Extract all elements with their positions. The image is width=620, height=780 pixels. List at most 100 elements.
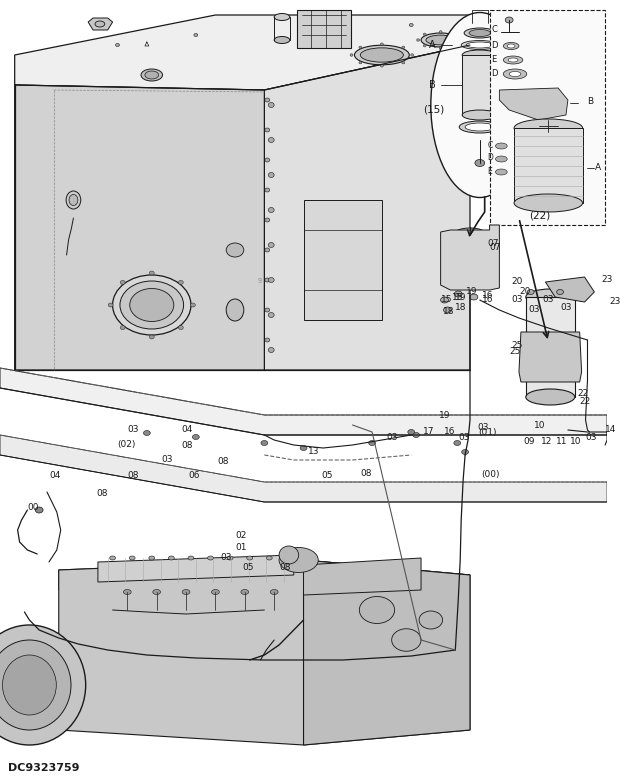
- Ellipse shape: [279, 546, 299, 564]
- Polygon shape: [15, 85, 264, 370]
- Ellipse shape: [265, 98, 270, 102]
- Ellipse shape: [265, 248, 270, 252]
- Text: C: C: [492, 26, 497, 34]
- Ellipse shape: [454, 291, 462, 297]
- Polygon shape: [519, 332, 582, 382]
- Text: 03: 03: [220, 554, 232, 562]
- Ellipse shape: [268, 313, 274, 317]
- Ellipse shape: [265, 338, 270, 342]
- Ellipse shape: [274, 37, 290, 44]
- Polygon shape: [59, 560, 470, 590]
- Ellipse shape: [270, 590, 278, 594]
- Ellipse shape: [149, 335, 154, 339]
- Ellipse shape: [408, 430, 415, 434]
- Ellipse shape: [475, 159, 485, 166]
- Ellipse shape: [192, 434, 199, 439]
- Ellipse shape: [355, 45, 409, 65]
- Ellipse shape: [35, 507, 43, 513]
- Text: 01: 01: [235, 544, 247, 552]
- Ellipse shape: [268, 137, 274, 143]
- Ellipse shape: [557, 289, 564, 295]
- Text: 22: 22: [578, 389, 589, 399]
- Polygon shape: [98, 555, 294, 582]
- Ellipse shape: [459, 121, 500, 133]
- Text: 08: 08: [360, 469, 372, 477]
- Ellipse shape: [409, 23, 413, 27]
- Text: (15): (15): [423, 105, 445, 115]
- Ellipse shape: [241, 590, 249, 594]
- Ellipse shape: [455, 44, 458, 47]
- Polygon shape: [59, 560, 470, 745]
- Ellipse shape: [439, 30, 442, 34]
- Text: 11: 11: [556, 438, 568, 446]
- Text: 23: 23: [601, 275, 613, 285]
- Ellipse shape: [331, 23, 335, 27]
- Ellipse shape: [455, 33, 458, 36]
- Text: 03: 03: [478, 424, 489, 432]
- Text: 08: 08: [218, 458, 229, 466]
- Ellipse shape: [431, 12, 529, 197]
- Ellipse shape: [509, 72, 521, 76]
- Ellipse shape: [360, 48, 404, 62]
- Polygon shape: [304, 560, 470, 745]
- Text: 19: 19: [466, 288, 477, 296]
- Ellipse shape: [0, 640, 71, 730]
- Ellipse shape: [153, 590, 161, 594]
- Text: 17: 17: [423, 427, 435, 437]
- Ellipse shape: [413, 432, 420, 438]
- Ellipse shape: [169, 556, 174, 560]
- Text: 20: 20: [519, 288, 530, 296]
- Polygon shape: [0, 368, 607, 435]
- Ellipse shape: [462, 39, 464, 41]
- Polygon shape: [0, 435, 607, 502]
- Text: 05: 05: [321, 470, 333, 480]
- Ellipse shape: [455, 278, 485, 288]
- Ellipse shape: [129, 556, 135, 560]
- Ellipse shape: [461, 41, 498, 49]
- Text: 25: 25: [511, 341, 523, 349]
- Ellipse shape: [503, 56, 523, 64]
- Ellipse shape: [421, 33, 460, 47]
- Text: 12: 12: [541, 438, 552, 446]
- Ellipse shape: [495, 143, 507, 149]
- Text: D: D: [487, 154, 494, 162]
- Ellipse shape: [268, 278, 274, 282]
- Text: 20: 20: [511, 278, 523, 286]
- Ellipse shape: [411, 54, 414, 56]
- Polygon shape: [15, 15, 470, 90]
- Ellipse shape: [120, 280, 125, 285]
- Polygon shape: [297, 10, 350, 48]
- Ellipse shape: [508, 58, 518, 62]
- Ellipse shape: [503, 42, 519, 49]
- Ellipse shape: [265, 308, 270, 312]
- Text: 13: 13: [308, 448, 320, 456]
- Ellipse shape: [179, 280, 184, 285]
- Ellipse shape: [360, 597, 394, 623]
- Ellipse shape: [462, 50, 497, 60]
- Text: 08: 08: [127, 470, 139, 480]
- Polygon shape: [441, 225, 499, 290]
- Ellipse shape: [267, 556, 272, 560]
- Ellipse shape: [503, 69, 527, 79]
- Polygon shape: [546, 277, 595, 302]
- Ellipse shape: [268, 172, 274, 178]
- Polygon shape: [264, 45, 470, 370]
- Ellipse shape: [110, 556, 115, 560]
- Text: 03: 03: [529, 306, 540, 314]
- Ellipse shape: [402, 62, 405, 64]
- Ellipse shape: [300, 445, 307, 451]
- Text: 14: 14: [605, 426, 616, 434]
- Ellipse shape: [495, 156, 507, 162]
- Ellipse shape: [369, 441, 376, 445]
- Ellipse shape: [279, 548, 318, 573]
- Polygon shape: [499, 88, 568, 120]
- Text: 04: 04: [49, 470, 60, 480]
- Ellipse shape: [464, 28, 495, 38]
- Text: 03: 03: [387, 434, 398, 442]
- Text: 16: 16: [482, 296, 494, 304]
- Text: A: A: [595, 164, 601, 172]
- Ellipse shape: [455, 228, 485, 238]
- Ellipse shape: [268, 243, 274, 247]
- Ellipse shape: [469, 30, 490, 37]
- Ellipse shape: [226, 299, 244, 321]
